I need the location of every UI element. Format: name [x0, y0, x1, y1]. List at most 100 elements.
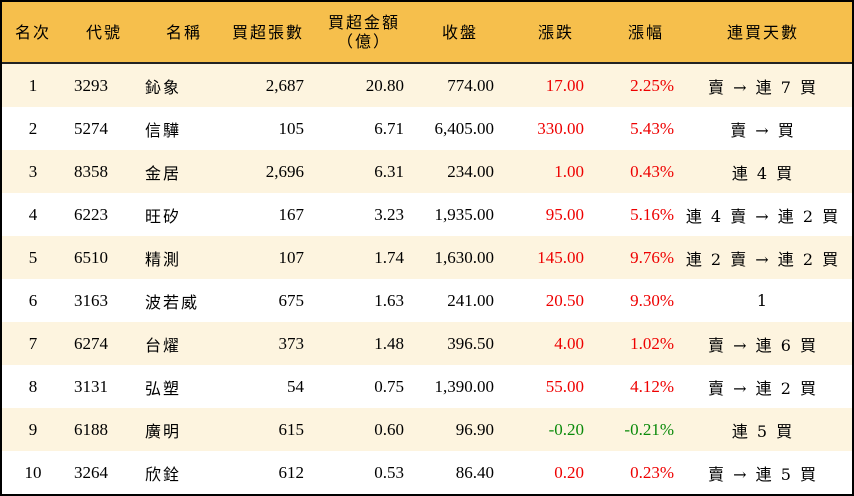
- cell-rank: 6: [28, 290, 38, 310]
- header-code: 代號: [64, 2, 144, 64]
- cell-shares: 612: [278, 462, 305, 482]
- cell-pct: 9.30%: [630, 290, 674, 310]
- cell-name: 信驊: [145, 120, 182, 140]
- table-row: 7 6274 台燿 373 1.48 396.50 4.00 1.02% 賣 → 連 6 買: [2, 322, 852, 365]
- cell-amount: 3.23: [374, 204, 404, 224]
- cell-close: 774.00: [404, 63, 494, 107]
- cell-rank: 2: [28, 118, 38, 138]
- cell-rank: 4: [28, 204, 38, 224]
- cell-rank: 9: [2, 408, 64, 451]
- cell-rank: 7: [2, 322, 64, 365]
- table-row: 2 5274 信驊 105 6.71 6,405.00 330.00 5.43% 賣 → 買: [2, 107, 852, 150]
- cell-pct: 9.76%: [584, 236, 674, 279]
- cell-code: 8358: [64, 150, 144, 193]
- cell-amount: 0.75: [374, 376, 404, 396]
- cell-close: 1,630.00: [404, 236, 494, 279]
- table-row: 8 3131 弘塑 54 0.75 1,390.00 55.00 4.12% 賣 → 連 2 買: [2, 365, 852, 408]
- header-amount-label: 買超金額: [327, 13, 400, 32]
- cell-change: -0.20: [494, 408, 584, 451]
- cell-name: 台燿: [144, 322, 224, 365]
- cell-amount: 0.53: [374, 462, 404, 482]
- cell-shares: 107: [224, 236, 304, 279]
- cell-change: 330.00: [537, 118, 584, 138]
- cell-pct: 1.02%: [584, 322, 674, 365]
- cell-change: 55.00: [545, 376, 584, 396]
- table-row: 6 3163 波若威 675 1.63 241.00 20.50 9.30% 1: [2, 279, 852, 322]
- table-row: 5 6510 精測 107 1.74 1,630.00 145.00 9.76% 連 2 賣 →…: [2, 236, 852, 279]
- cell-name: 波若威: [145, 292, 200, 312]
- cell-shares: 373: [224, 322, 304, 365]
- cell-name: 廣明: [144, 408, 224, 451]
- cell-code: 6188: [64, 408, 144, 451]
- cell-streak: 賣 → 連 6 買: [674, 322, 852, 365]
- cell-rank: 3: [2, 150, 64, 193]
- cell-change: 20.50: [545, 290, 584, 310]
- table-row: 4 6223 旺矽 167 3.23 1,935.00 95.00 5.16% 連 4 賣 → …: [2, 193, 852, 236]
- cell-streak: 賣 → 連 7 買: [674, 63, 852, 107]
- cell-code: 3264: [74, 462, 108, 482]
- cell-pct: -0.21%: [584, 408, 674, 451]
- cell-amount: 0.60: [304, 408, 404, 451]
- header-shares: 買超張數: [224, 2, 304, 64]
- cell-name: 金居: [144, 150, 224, 193]
- cell-pct: 4.12%: [630, 376, 674, 396]
- header-pct: 漲幅: [584, 2, 674, 64]
- table-row: 9 6188 廣明 615 0.60 96.90 -0.20 -0.21% 連 5 買: [2, 408, 852, 451]
- header-amount: 買超金額 （億）: [304, 2, 404, 64]
- cell-amount: 1.48: [304, 322, 404, 365]
- cell-streak: 賣 → 連 2 買: [708, 378, 818, 398]
- cell-close: 1,935.00: [434, 204, 495, 224]
- cell-code: 3293: [64, 63, 144, 107]
- cell-name: 精測: [144, 236, 224, 279]
- cell-streak: 賣 → 買: [730, 120, 796, 140]
- cell-pct: 5.16%: [630, 204, 674, 224]
- cell-amount: 20.80: [304, 63, 404, 107]
- cell-amount: 1.63: [374, 290, 404, 310]
- cell-code: 6274: [64, 322, 144, 365]
- cell-name: 旺矽: [145, 206, 182, 226]
- cell-change: 145.00: [494, 236, 584, 279]
- cell-shares: 167: [278, 204, 305, 224]
- cell-pct: 5.43%: [630, 118, 674, 138]
- cell-rank: 8: [28, 376, 38, 396]
- cell-amount: 1.74: [304, 236, 404, 279]
- cell-code: 6510: [64, 236, 144, 279]
- header-streak: 連買天數: [674, 2, 852, 64]
- header-change: 漲跌: [494, 2, 584, 64]
- cell-close: 241.00: [447, 290, 494, 310]
- cell-name: 欣銓: [145, 464, 182, 484]
- header-row: 名次 代號 名稱 買超張數 買超金額 （億） 收盤 漲跌 漲幅 連買天數: [2, 2, 852, 64]
- cell-close: 1,390.00: [434, 376, 495, 396]
- cell-name: 鈊象: [144, 63, 224, 107]
- header-close: 收盤: [404, 2, 494, 64]
- header-rank: 名次: [2, 2, 64, 64]
- cell-close: 86.40: [455, 462, 494, 482]
- cell-shares: 2,696: [224, 150, 304, 193]
- cell-streak: 連 5 買: [674, 408, 852, 451]
- table-row: 3 8358 金居 2,696 6.31 234.00 1.00 0.43% 連 4 買: [2, 150, 852, 193]
- cell-shares: 615: [224, 408, 304, 451]
- cell-shares: 2,687: [224, 63, 304, 107]
- cell-close: 6,405.00: [434, 118, 495, 138]
- cell-change: 4.00: [494, 322, 584, 365]
- cell-streak: 1: [756, 291, 770, 310]
- cell-close: 396.50: [404, 322, 494, 365]
- cell-shares: 54: [287, 376, 304, 396]
- cell-change: 95.00: [545, 204, 584, 224]
- cell-amount: 6.71: [374, 118, 404, 138]
- cell-pct: 2.25%: [584, 63, 674, 107]
- cell-change: 1.00: [494, 150, 584, 193]
- cell-rank: 1: [2, 63, 64, 107]
- cell-streak: 連 4 買: [674, 150, 852, 193]
- cell-pct: 0.23%: [630, 462, 674, 482]
- cell-close: 96.90: [404, 408, 494, 451]
- cell-streak: 連 4 賣 → 連 2 買: [685, 206, 841, 226]
- cell-streak: 賣 → 連 5 買: [708, 464, 818, 484]
- header-name: 名稱: [144, 2, 224, 64]
- cell-code: 6223: [74, 204, 108, 224]
- header-amount-unit: （億）: [336, 32, 391, 51]
- cell-code: 5274: [74, 118, 108, 138]
- cell-change: 17.00: [494, 63, 584, 107]
- table-row: 1 3293 鈊象 2,687 20.80 774.00 17.00 2.25% 賣 → 連 7…: [2, 63, 852, 107]
